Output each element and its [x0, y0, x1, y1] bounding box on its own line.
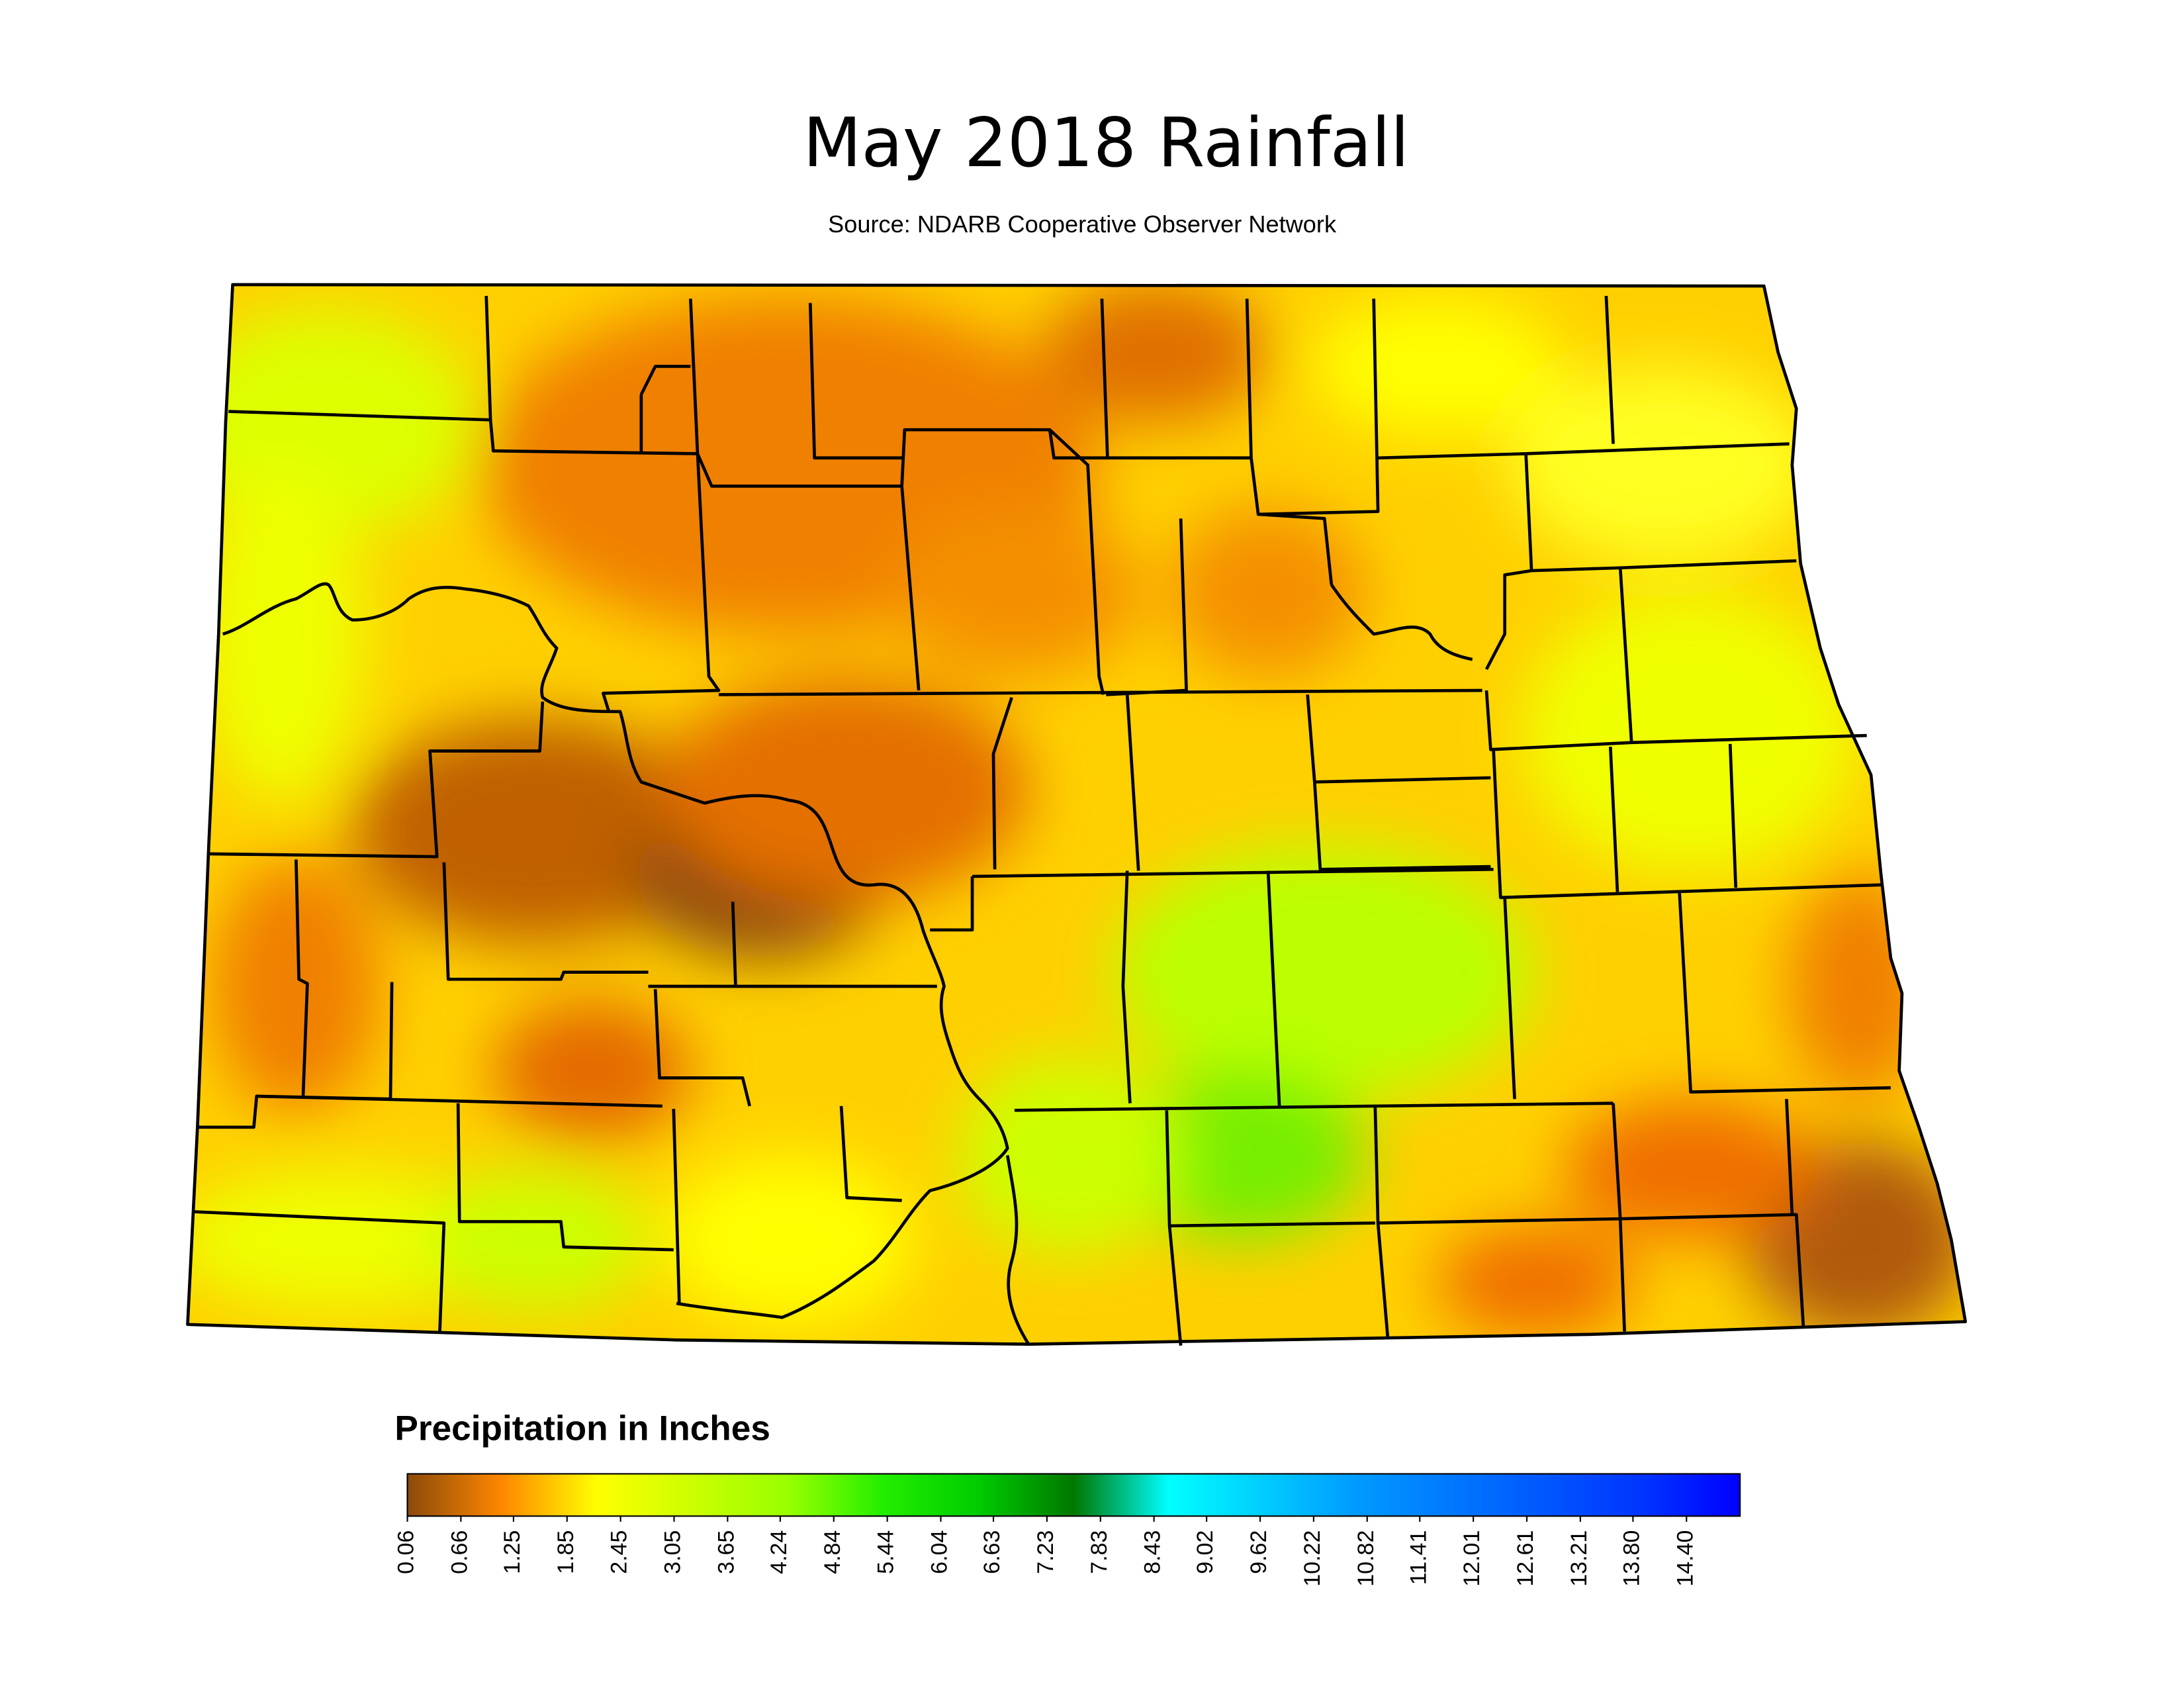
tick-label: 7.23 — [1033, 1530, 1058, 1574]
tick-label: 14.40 — [1672, 1530, 1698, 1587]
tick-label: 0.06 — [394, 1530, 419, 1574]
tick-label: 9.02 — [1193, 1530, 1218, 1574]
tick-label: 10.22 — [1300, 1530, 1325, 1587]
tick-label: 5.44 — [874, 1530, 899, 1574]
tick-label: 8.43 — [1140, 1530, 1165, 1574]
tick-label: 1.85 — [553, 1530, 578, 1574]
tick-label: 2.45 — [607, 1530, 632, 1574]
tick-label: 4.84 — [820, 1530, 845, 1574]
map-title: May 2018 Rainfall — [803, 104, 1409, 183]
county-boundaries — [186, 283, 1968, 1346]
legend-title: Precipitation in Inches — [394, 1409, 770, 1448]
tick-label: 0.66 — [447, 1530, 472, 1574]
tick-label: 13.80 — [1619, 1530, 1644, 1587]
map-source: Source: NDARB Cooperative Observer Netwo… — [828, 211, 1337, 238]
tick-label: 12.61 — [1513, 1530, 1538, 1587]
tick-label: 13.21 — [1567, 1530, 1592, 1587]
tick-label: 11.41 — [1406, 1530, 1431, 1585]
tick-label: 10.82 — [1353, 1530, 1379, 1587]
tick-label: 3.65 — [713, 1530, 739, 1574]
color-bar — [406, 1473, 1741, 1517]
color-bar-ticks: 0.06 0.66 1.25 1.85 2.45 3.05 3.65 4.24 4.84 5.44… — [394, 1516, 1698, 1587]
tick-label: 7.83 — [1087, 1530, 1112, 1574]
tick-label: 6.63 — [979, 1530, 1005, 1574]
tick-label: 6.04 — [927, 1530, 952, 1574]
tick-label: 12.01 — [1459, 1530, 1484, 1587]
tick-label: 3.05 — [660, 1530, 686, 1574]
rainfall-surface — [187, 284, 1966, 1344]
tick-label: 1.25 — [500, 1530, 525, 1574]
tick-label: 9.62 — [1246, 1530, 1271, 1574]
tick-label: 4.24 — [766, 1530, 792, 1574]
